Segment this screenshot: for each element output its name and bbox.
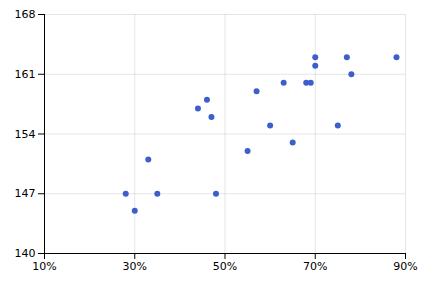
svg-text:10%: 10% — [32, 260, 56, 273]
svg-text:147: 147 — [15, 187, 36, 200]
svg-text:140: 140 — [15, 247, 36, 260]
svg-text:161: 161 — [15, 68, 36, 81]
svg-text:30%: 30% — [123, 260, 147, 273]
svg-text:154: 154 — [15, 128, 36, 141]
svg-text:50%: 50% — [213, 260, 237, 273]
svg-text:90%: 90% — [393, 260, 417, 273]
svg-text:70%: 70% — [303, 260, 327, 273]
svg-text:168: 168 — [15, 8, 36, 21]
